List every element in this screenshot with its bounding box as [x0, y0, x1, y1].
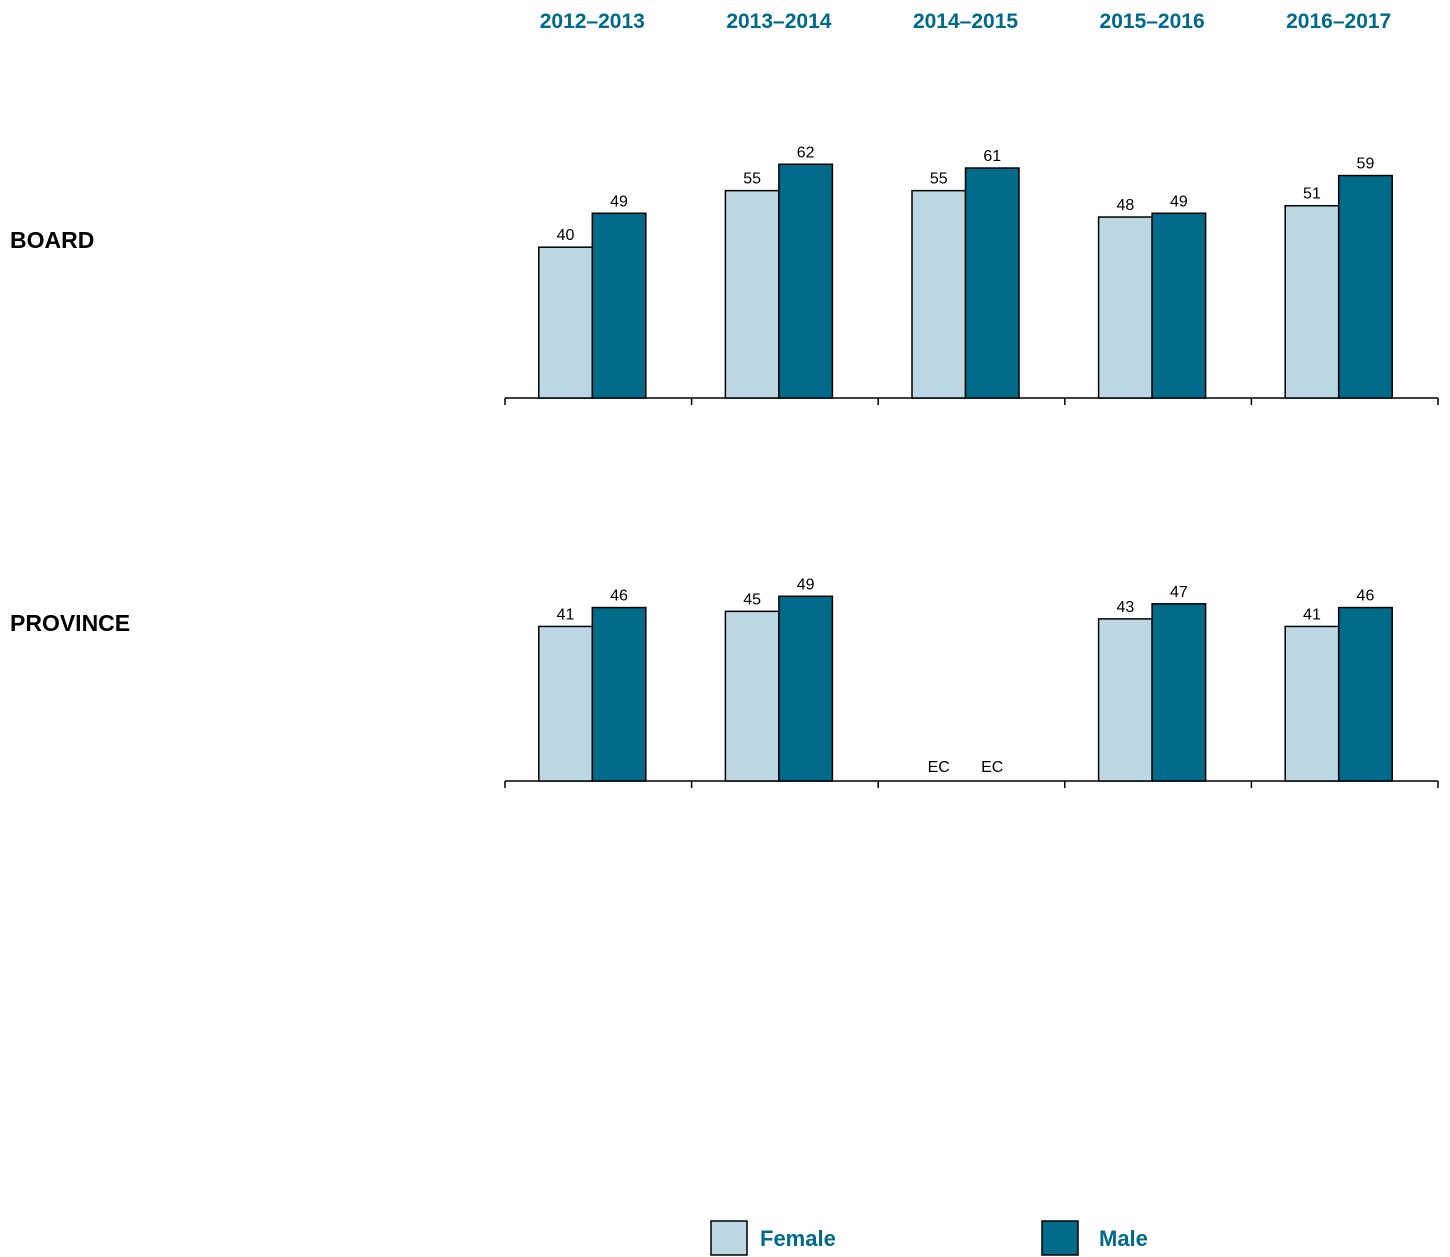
bar-province-male — [1151, 603, 1207, 782]
value-label-ec: EC — [981, 759, 1003, 776]
bar-province-female — [538, 625, 594, 782]
value-label: 46 — [1357, 588, 1375, 605]
value-label: 46 — [610, 588, 628, 605]
year-header: 2012–2013 — [540, 10, 645, 33]
value-label: 49 — [1170, 193, 1188, 210]
value-label: 59 — [1357, 156, 1375, 173]
bar-board-female — [538, 246, 594, 399]
value-label: 55 — [930, 171, 948, 188]
legend-label-male: Male — [1099, 1226, 1148, 1251]
bar-board-female — [911, 189, 967, 399]
value-label: 49 — [610, 193, 628, 210]
value-label-ec: EC — [928, 759, 950, 776]
value-label: 55 — [743, 171, 761, 188]
value-label: 48 — [1116, 197, 1134, 214]
value-label: 41 — [557, 606, 575, 623]
legend-swatch-male — [1041, 1220, 1079, 1256]
bar-board-male — [591, 212, 647, 399]
year-header: 2014–2015 — [913, 10, 1018, 33]
bar-board-male — [778, 163, 834, 399]
bar-province-female — [724, 610, 780, 782]
value-label: 40 — [557, 227, 575, 244]
bar-province-female — [1284, 625, 1340, 782]
year-header: 2016–2017 — [1286, 10, 1391, 33]
value-label: 51 — [1303, 186, 1321, 203]
bar-board-male — [1337, 174, 1393, 399]
bar-board-female — [724, 189, 780, 399]
bar-board-male — [964, 167, 1020, 399]
year-header: 2015–2016 — [1100, 10, 1205, 33]
value-label: 47 — [1170, 584, 1188, 601]
value-label: 43 — [1116, 599, 1134, 616]
bar-province-male — [1337, 606, 1393, 782]
value-label: 61 — [983, 148, 1001, 165]
bar-province-male — [591, 606, 647, 782]
bar-board-female — [1097, 216, 1153, 399]
value-label: 45 — [743, 591, 761, 608]
year-header: 2013–2014 — [726, 10, 831, 33]
value-label: 62 — [797, 144, 815, 161]
row-label-province: PROVINCE — [10, 610, 130, 636]
bar-province-female — [1097, 618, 1153, 782]
legend-swatch-female — [710, 1220, 748, 1256]
bar-board-male — [1151, 212, 1207, 399]
bar-board-female — [1284, 204, 1340, 399]
legend-label-female: Female — [760, 1226, 836, 1251]
value-label: 49 — [797, 576, 815, 593]
row-label-board: BOARD — [10, 227, 94, 253]
bar-province-male — [778, 595, 834, 782]
value-label: 41 — [1303, 606, 1321, 623]
